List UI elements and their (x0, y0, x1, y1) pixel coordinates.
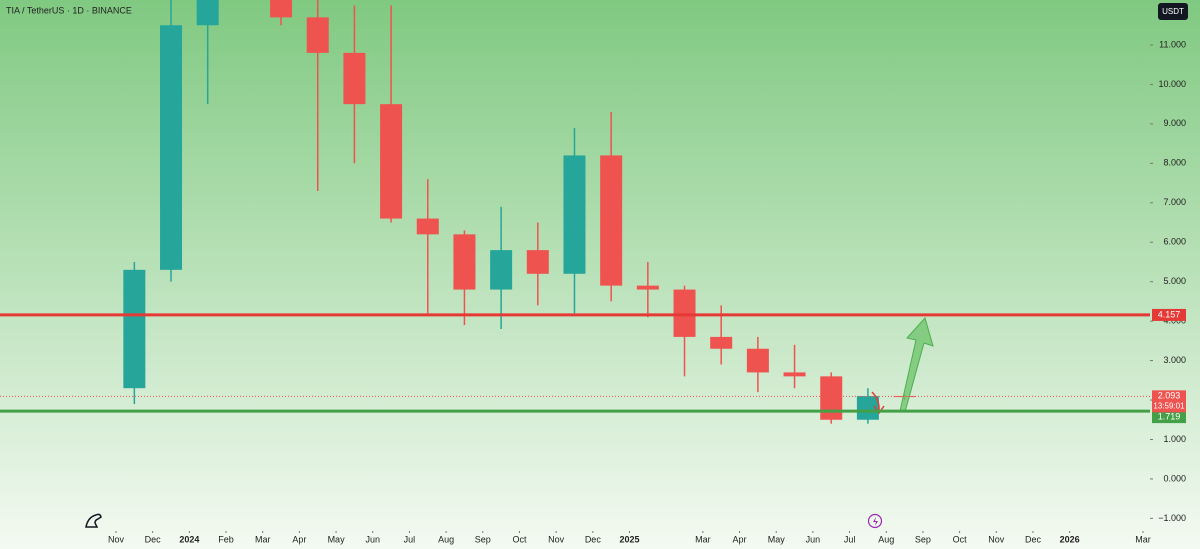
y-tick-label: 0.000 (1163, 473, 1186, 483)
x-tick-label: 2026 (1060, 534, 1080, 544)
plot-area (123, 0, 916, 424)
candle-body (306, 17, 329, 53)
candle-body (636, 285, 659, 290)
candle-body (490, 250, 513, 290)
x-tick-label: Jul (404, 534, 416, 544)
y-tick-label: 10.000 (1158, 79, 1186, 89)
x-tick-label: Sep (475, 534, 491, 544)
candle-body (343, 52, 366, 105)
candle-body (270, 0, 293, 18)
candle-body (746, 348, 769, 373)
candle-body (600, 155, 623, 286)
logo (85, 513, 102, 528)
x-tick-label: Mar (1135, 534, 1151, 544)
x-tick-label: May (328, 534, 346, 544)
x-tick-label: Apr (733, 534, 747, 544)
up-arrow (899, 316, 934, 413)
candle-body (783, 372, 806, 377)
x-tick-label: 2025 (619, 534, 639, 544)
event-icon[interactable] (867, 513, 883, 529)
x-tick-label: 2024 (179, 534, 199, 544)
candle-body (196, 0, 219, 26)
level-label-box (1152, 411, 1186, 424)
y-tick-label: 11.000 (1159, 39, 1186, 49)
y-tick-label: −1.000 (1158, 513, 1186, 523)
candle-body (710, 336, 733, 349)
candle-body (673, 289, 696, 337)
down-arrow-head (873, 405, 885, 415)
level-label: 1.719 (1158, 411, 1181, 421)
x-tick-label: Feb (218, 534, 234, 544)
y-tick-label: 9.000 (1163, 118, 1186, 128)
currency-button[interactable] (1158, 3, 1188, 20)
x-tick-label: Mar (695, 534, 711, 544)
x-tick-label: Apr (292, 534, 306, 544)
event-bolt (873, 517, 878, 526)
chart-title: TIA / TetherUS · 1D · BINANCE (6, 5, 132, 15)
y-tick-label: 6.000 (1163, 237, 1186, 247)
x-tick-label: Jun (806, 534, 821, 544)
x-tick-label: Nov (988, 534, 1005, 544)
candle-body (453, 234, 476, 290)
x-tick-label: Dec (585, 534, 602, 544)
last-price-label: 2.093 (1158, 391, 1181, 401)
x-tick-label: Jun (365, 534, 380, 544)
x-tick-label: Dec (145, 534, 162, 544)
candle-body (526, 250, 549, 274)
candle-body (856, 396, 879, 420)
y-tick-label: 5.000 (1163, 276, 1186, 286)
x-tick-label: Oct (512, 534, 527, 544)
level-label-box (1152, 308, 1186, 321)
candle-body (820, 376, 843, 420)
level-label: 4.157 (1158, 309, 1181, 319)
x-tick-label: Nov (108, 534, 125, 544)
currency-label[interactable]: USDT (1162, 7, 1184, 16)
y-tick-label: 8.000 (1163, 158, 1186, 168)
candle-body (380, 104, 403, 219)
x-tick-label: May (768, 534, 786, 544)
x-tick-label: Oct (953, 534, 968, 544)
candle-body (416, 218, 439, 235)
candle-body (123, 269, 146, 389)
countdown-label: 13:59:01 (1153, 401, 1185, 410)
x-tick-label: Sep (915, 534, 931, 544)
x-tick-label: Aug (878, 534, 894, 544)
last-price-box (1152, 390, 1186, 413)
x-tick-label: Jul (844, 534, 856, 544)
x-tick-label: Dec (1025, 534, 1042, 544)
candle-body (160, 25, 183, 270)
y-tick-label: 7.000 (1163, 197, 1186, 207)
x-tick-label: Aug (438, 534, 454, 544)
y-tick-label: 3.000 (1163, 355, 1186, 365)
y-tick-label: 1.000 (1163, 434, 1186, 444)
x-tick-label: Nov (548, 534, 565, 544)
candle-body (563, 155, 586, 274)
x-tick-label: Mar (255, 534, 271, 544)
